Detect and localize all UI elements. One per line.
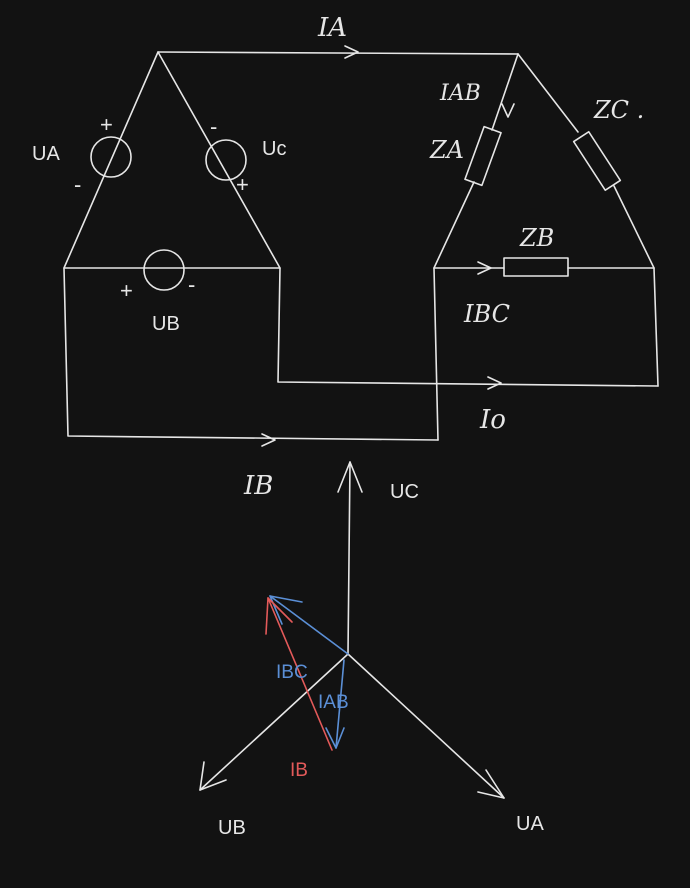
load-side-c-upper [517, 53, 579, 133]
line-a-arrow [344, 45, 359, 59]
phasor-uc-arrowhead [337, 461, 363, 493]
ua-plus-sign: + [100, 112, 113, 137]
ua-minus-sign: - [74, 172, 81, 197]
phasor-ub-line [199, 653, 349, 791]
source-delta [63, 51, 281, 269]
load-zb-resistor [503, 257, 569, 277]
line-io-arrow [487, 376, 502, 390]
source-uc-label: Uc [262, 138, 286, 160]
phasor-ub-label: UB [218, 817, 246, 839]
current-ibc-label: IBC [463, 300, 510, 328]
load-b-wire [433, 267, 439, 441]
ub-minus-sign: - [188, 272, 195, 297]
phasor-ub-arrowhead [199, 761, 227, 791]
current-iab-label: IAB [439, 81, 481, 106]
phasor-uc-label: UC [390, 481, 419, 503]
iab-arrow [501, 103, 515, 118]
phasor-ua-arrowhead [477, 769, 505, 799]
source-ua-label: UA [32, 143, 60, 165]
uc-plus-sign: + [236, 172, 249, 197]
source-ub-label: UB [152, 313, 180, 335]
phasor-ib-label: IB [290, 760, 308, 781]
load-za-resistor [464, 125, 502, 187]
ibc-arrow [477, 261, 492, 275]
current-ia-label: IA [317, 13, 347, 43]
load-c-wire [653, 267, 659, 387]
phasor-ib-line [267, 597, 333, 751]
phasor-iab-arrowhead [325, 727, 345, 749]
line-b-wire [63, 267, 439, 441]
load-side-c-lower [613, 185, 655, 269]
load-zc-resistor [572, 130, 622, 192]
load-side-a-lower [433, 181, 475, 269]
phasor-uc-line [347, 461, 351, 655]
load-za-label: ZA [429, 136, 464, 164]
phasor-ua-line [347, 653, 505, 799]
phasor-iab-line [335, 659, 345, 749]
phasor-ibc-label: IBC [276, 662, 308, 683]
current-io-label: Io [479, 405, 506, 435]
uc-minus-sign: - [210, 114, 217, 139]
line-a-wire [157, 51, 519, 55]
phasor-ib-arrowhead [265, 597, 293, 635]
source-ua-circle [90, 136, 132, 178]
current-ib-label: IB [243, 471, 273, 501]
load-zb-label: ZB [519, 224, 554, 252]
load-zc-label: ZC . [593, 96, 644, 124]
ub-plus-sign: + [120, 278, 133, 303]
line-c-wire [277, 267, 659, 387]
source-ub-circle [143, 249, 185, 291]
phasor-ibc-line [269, 595, 349, 655]
source-uc-circle [205, 139, 247, 181]
phasor-ibc-arrowhead [269, 595, 303, 625]
line-b-arrow [261, 433, 276, 447]
phasor-iab-label: IAB [318, 692, 349, 713]
load-side-a-upper [491, 53, 519, 131]
phasor-ua-label: UA [516, 813, 544, 835]
